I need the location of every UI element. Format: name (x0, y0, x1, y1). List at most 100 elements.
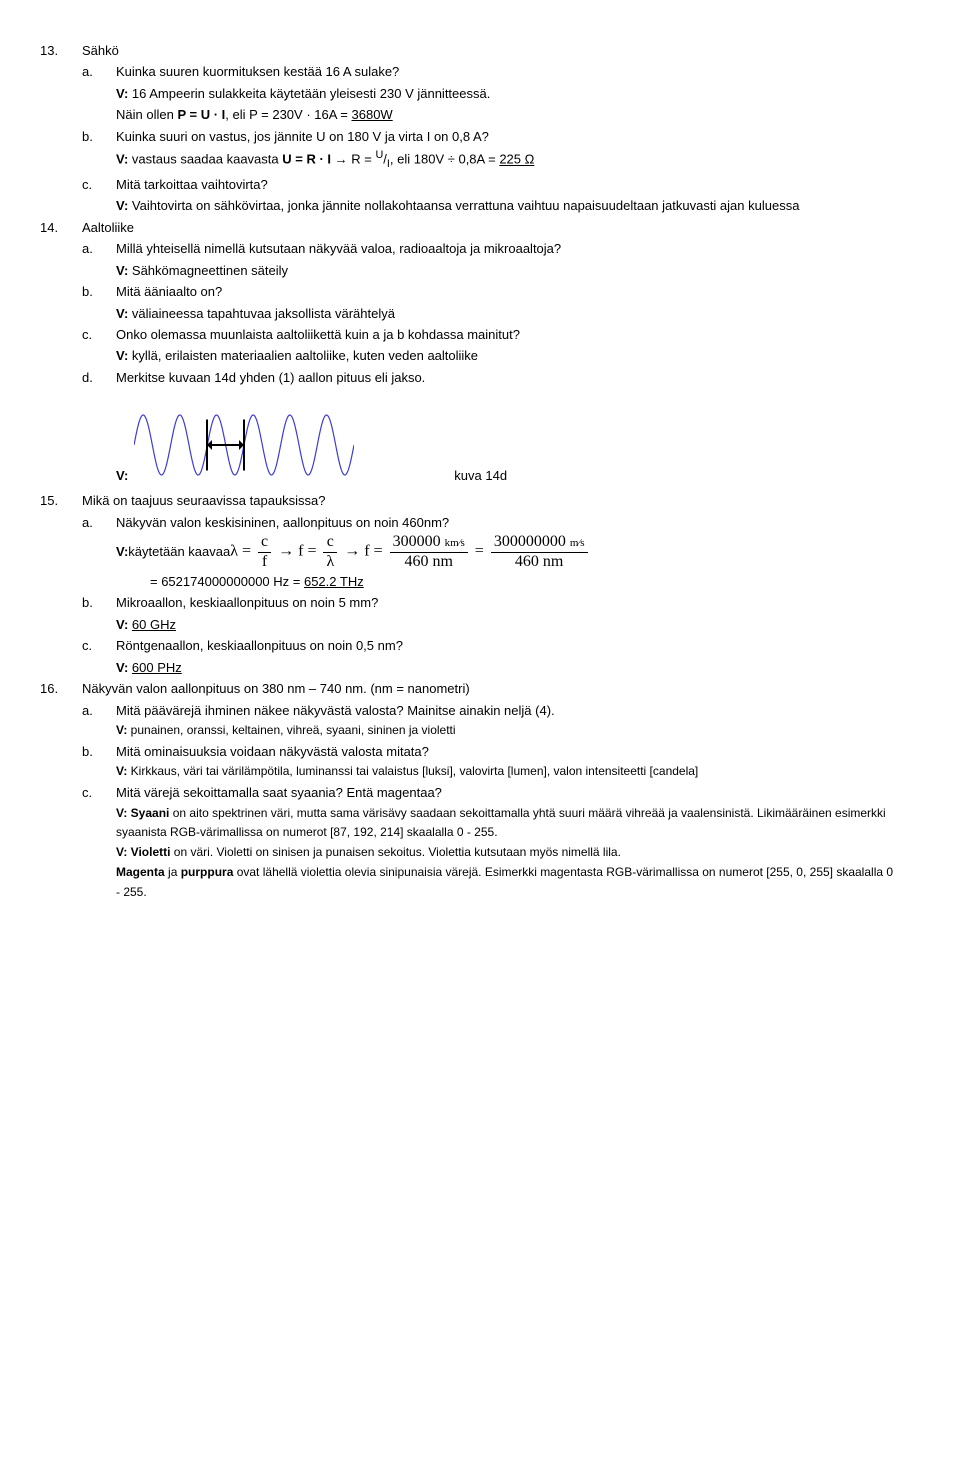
q14b-v-label: V: (116, 306, 128, 321)
q14d-content: Merkitse kuvaan 14d yhden (1) aallon pit… (116, 367, 900, 490)
frac-300m-bot: 460 nm (491, 553, 588, 571)
q13b-question: Kuinka suuri on vastus, jos jännite U on… (116, 126, 900, 147)
q15a-formula: λ = cf → f = cλ → f = 300000 km⁄s460 nm … (230, 533, 590, 571)
frac-bot-f: f (258, 553, 271, 571)
q13b-bold: U = R · I (282, 152, 331, 167)
f-eq4: = (475, 543, 484, 560)
q15a-lead: käytetään kaavaa (128, 541, 230, 562)
q14a-question: Millä yhteisellä nimellä kutsutaan näkyv… (116, 238, 900, 259)
q13c-v-label: V: (116, 198, 128, 213)
q16a: a. Mitä päävärejä ihminen näkee näkyväst… (82, 700, 900, 741)
q15b-ans: 60 GHz (132, 617, 176, 632)
q15-body: Mikä on taajuus seuraavissa tapauksissa?… (82, 490, 900, 678)
q14d-figure-row: V: kuva 14d (116, 400, 900, 490)
q14b-answer: V: väliaineessa tapahtuvaa jaksollista v… (116, 303, 900, 324)
q14c-letter: c. (82, 324, 116, 367)
q15c-v-label: V: (116, 660, 128, 675)
q15a-question: Näkyvän valon keskisininen, aallonpituus… (116, 512, 900, 533)
question-14: 14. Aaltoliike a. Millä yhteisellä nimel… (40, 217, 900, 491)
q14d-question: Merkitse kuvaan 14d yhden (1) aallon pit… (116, 367, 900, 388)
q15a-l2b: 652.2 THz (304, 574, 364, 589)
q13-body: Sähkö a. Kuinka suuren kuormituksen kest… (82, 40, 900, 217)
q16b-answer: V: Kirkkaus, väri tai värilämpötila, lum… (116, 762, 900, 782)
f-arr1: → (278, 543, 294, 560)
q13-title: Sähkö (82, 40, 900, 61)
q15c-letter: c. (82, 635, 116, 678)
q14c-v-label: V: (116, 348, 128, 363)
q14b-letter: b. (82, 281, 116, 324)
q13b-mid1: vastaus saadaa kaavasta (128, 152, 282, 167)
n300m: 300000000 (494, 533, 566, 550)
frac-300k: 300000 km⁄s460 nm (390, 533, 468, 571)
q16a-v-text: punainen, oranssi, keltainen, vihreä, sy… (127, 723, 455, 737)
q14a-answer: V: Sähkömagneettinen säteily (116, 260, 900, 281)
q15a-content: Näkyvän valon keskisininen, aallonpituus… (116, 512, 900, 593)
q16a-answer: V: punainen, oranssi, keltainen, vihreä,… (116, 721, 900, 741)
q16c-v3-b1: Magenta (116, 865, 165, 879)
q16-number: 16. (40, 678, 82, 902)
q14a-content: Millä yhteisellä nimellä kutsutaan näkyv… (116, 238, 900, 281)
ms: m⁄s (570, 537, 585, 549)
q16c: c. Mitä värejä sekoittamalla saat syaani… (82, 782, 900, 902)
q13a-v2-rest: , eli P = 230V · 16A = (225, 107, 351, 122)
f-f1: f (298, 543, 303, 560)
q14-title: Aaltoliike (82, 217, 900, 238)
f-eq3: = (374, 543, 383, 560)
q15a-answer-line1: V: käytetään kaavaa λ = cf → f = cλ → f … (116, 533, 900, 571)
q13b-mid2: → R = (331, 152, 375, 167)
q16c-v2-text: on väri. Violetti on sinisen ja punaisen… (170, 845, 620, 859)
wave-diagram (134, 400, 354, 490)
q15a: a. Näkyvän valon keskisininen, aallonpit… (82, 512, 900, 593)
q13b-letter: b. (82, 126, 116, 174)
frac-c-l: cλ (323, 533, 337, 571)
q16b-content: Mitä ominaisuuksia voidaan näkyvästä val… (116, 741, 900, 782)
q15a-answer-line2: = 652174000000000 Hz = 652.2 THz (116, 571, 900, 592)
q16c-v3-b2: purppura (181, 865, 234, 879)
q13b: b. Kuinka suuri on vastus, jos jännite U… (82, 126, 900, 174)
q13-number: 13. (40, 40, 82, 217)
q15b-letter: b. (82, 592, 116, 635)
frac-300k-bot: 460 nm (390, 553, 468, 571)
q13c-answer: V: Vaihtovirta on sähkövirtaa, jonka jän… (116, 195, 900, 216)
q13a: a. Kuinka suuren kuormituksen kestää 16 … (82, 61, 900, 125)
q13b-content: Kuinka suuri on vastus, jos jännite U on… (116, 126, 900, 174)
frac-300m: 300000000 m⁄s 460 nm (491, 533, 588, 571)
q14b-content: Mitä ääniaalto on? V: väliaineessa tapah… (116, 281, 900, 324)
q16c-v2-label: V: Violetti (116, 845, 170, 859)
q13a-v-label: V: (116, 86, 128, 101)
q16c-v3-text: ovat lähellä violettia olevia sinipunais… (116, 865, 893, 899)
frac-top-c2: c (323, 533, 337, 552)
q13a-v1-text: 16 Ampeerin sulakkeita käytetään yleises… (128, 86, 490, 101)
n300k: 300000 (393, 533, 441, 550)
q14a: a. Millä yhteisellä nimellä kutsutaan nä… (82, 238, 900, 281)
kms: km⁄s (445, 537, 465, 549)
q14-body: Aaltoliike a. Millä yhteisellä nimellä k… (82, 217, 900, 491)
q16c-content: Mitä värejä sekoittamalla saat syaania? … (116, 782, 900, 902)
q15a-l2a: = 652174000000000 Hz = (150, 574, 304, 589)
q13a-answer1: V: 16 Ampeerin sulakkeita käytetään ylei… (116, 83, 900, 104)
question-16: 16. Näkyvän valon aallonpituus on 380 nm… (40, 678, 900, 902)
q13b-ans: 225 Ω (499, 152, 534, 167)
q16a-question: Mitä päävärejä ihminen näkee näkyvästä v… (116, 700, 900, 721)
q14-number: 14. (40, 217, 82, 491)
q14c-answer: V: kyllä, erilaisten materiaalien aaltol… (116, 345, 900, 366)
frac-bot-l: λ (323, 553, 337, 571)
frac-c-f: cf (258, 533, 271, 571)
frac-300k-top: 300000 km⁄s (390, 533, 468, 552)
f-eq1: = (242, 543, 251, 560)
q13c-v-text: Vaihtovirta on sähkövirtaa, jonka jännit… (128, 198, 799, 213)
q14d: d. Merkitse kuvaan 14d yhden (1) aallon … (82, 367, 900, 490)
q13c-letter: c. (82, 174, 116, 217)
q14a-letter: a. (82, 238, 116, 281)
q13b-mid3: , eli 180V ÷ 0,8A = (390, 152, 499, 167)
q14d-letter: d. (82, 367, 116, 490)
q15-title: Mikä on taajuus seuraavissa tapauksissa? (82, 490, 900, 511)
q13a-answer2: Näin ollen P = U · I, eli P = 230V · 16A… (116, 104, 900, 125)
q15c-content: Röntgenaallon, keskiaallonpituus on noin… (116, 635, 900, 678)
q16-title: Näkyvän valon aallonpituus on 380 nm – 7… (82, 678, 900, 699)
q16a-letter: a. (82, 700, 116, 741)
q14d-figure: V: (116, 400, 354, 490)
q13a-letter: a. (82, 61, 116, 125)
q15c: c. Röntgenaallon, keskiaallonpituus on n… (82, 635, 900, 678)
q13a-v2-pre: Näin ollen (116, 107, 177, 122)
